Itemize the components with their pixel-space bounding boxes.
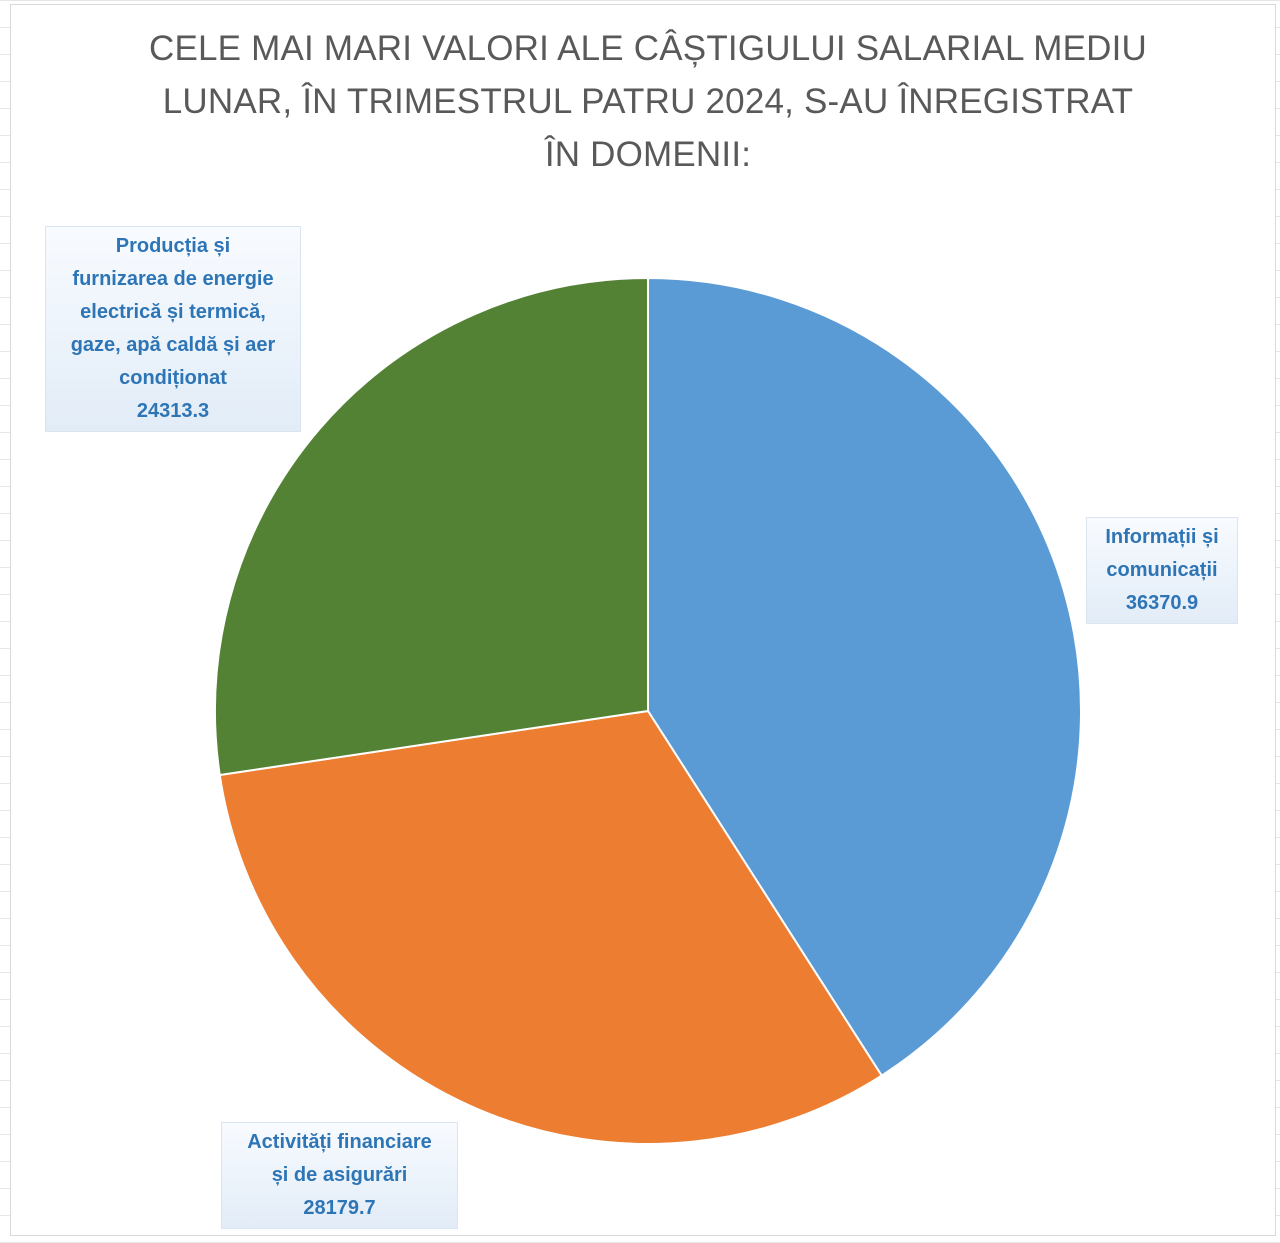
data-label-energie-line-4: gaze, apă caldă și aer bbox=[70, 334, 276, 356]
pie-slice-informatii[interactable] bbox=[647, 276, 1082, 1077]
chart-title: CELE MAI MARI VALORI ALE CÂȘTIGULUI SALA… bbox=[0, 22, 1280, 181]
data-label-energie-line-1: Producția și bbox=[115, 235, 231, 257]
data-label-informatii-value: 36370.9 bbox=[1125, 592, 1199, 614]
data-label-financiare-line-1: Activități financiare bbox=[247, 1131, 432, 1153]
data-label-energie-line-5: condiționat bbox=[119, 367, 227, 389]
data-label-informatii-line-1: Informații și bbox=[1105, 526, 1219, 548]
data-label-energie-line-3: electrică și termică, bbox=[80, 301, 266, 323]
data-label-informatii[interactable]: Informații și comunicații 36370.9 bbox=[1086, 517, 1238, 624]
data-label-financiare-value: 28179.7 bbox=[303, 1197, 376, 1219]
data-label-financiare-line-2: și de asigurări bbox=[271, 1164, 408, 1186]
chart-title-line-1: CELE MAI MARI VALORI ALE CÂȘTIGULUI SALA… bbox=[148, 29, 1148, 68]
chart-title-line-3: ÎN DOMENII: bbox=[544, 135, 752, 174]
data-label-energie[interactable]: Producția și furnizarea de energie elect… bbox=[45, 226, 301, 432]
chart-title-line-2: LUNAR, ÎN TRIMESTRUL PATRU 2024, S-AU ÎN… bbox=[162, 82, 1134, 121]
pie-slice-financiare[interactable] bbox=[218, 709, 884, 1145]
pie-slice-energie[interactable] bbox=[214, 276, 649, 777]
data-label-energie-value: 24313.3 bbox=[136, 400, 210, 422]
data-label-financiare[interactable]: Activități financiare și de asigurări 28… bbox=[221, 1122, 458, 1229]
data-label-energie-line-2: furnizarea de energie bbox=[72, 268, 274, 290]
data-label-informatii-line-2: comunicații bbox=[1106, 559, 1218, 581]
